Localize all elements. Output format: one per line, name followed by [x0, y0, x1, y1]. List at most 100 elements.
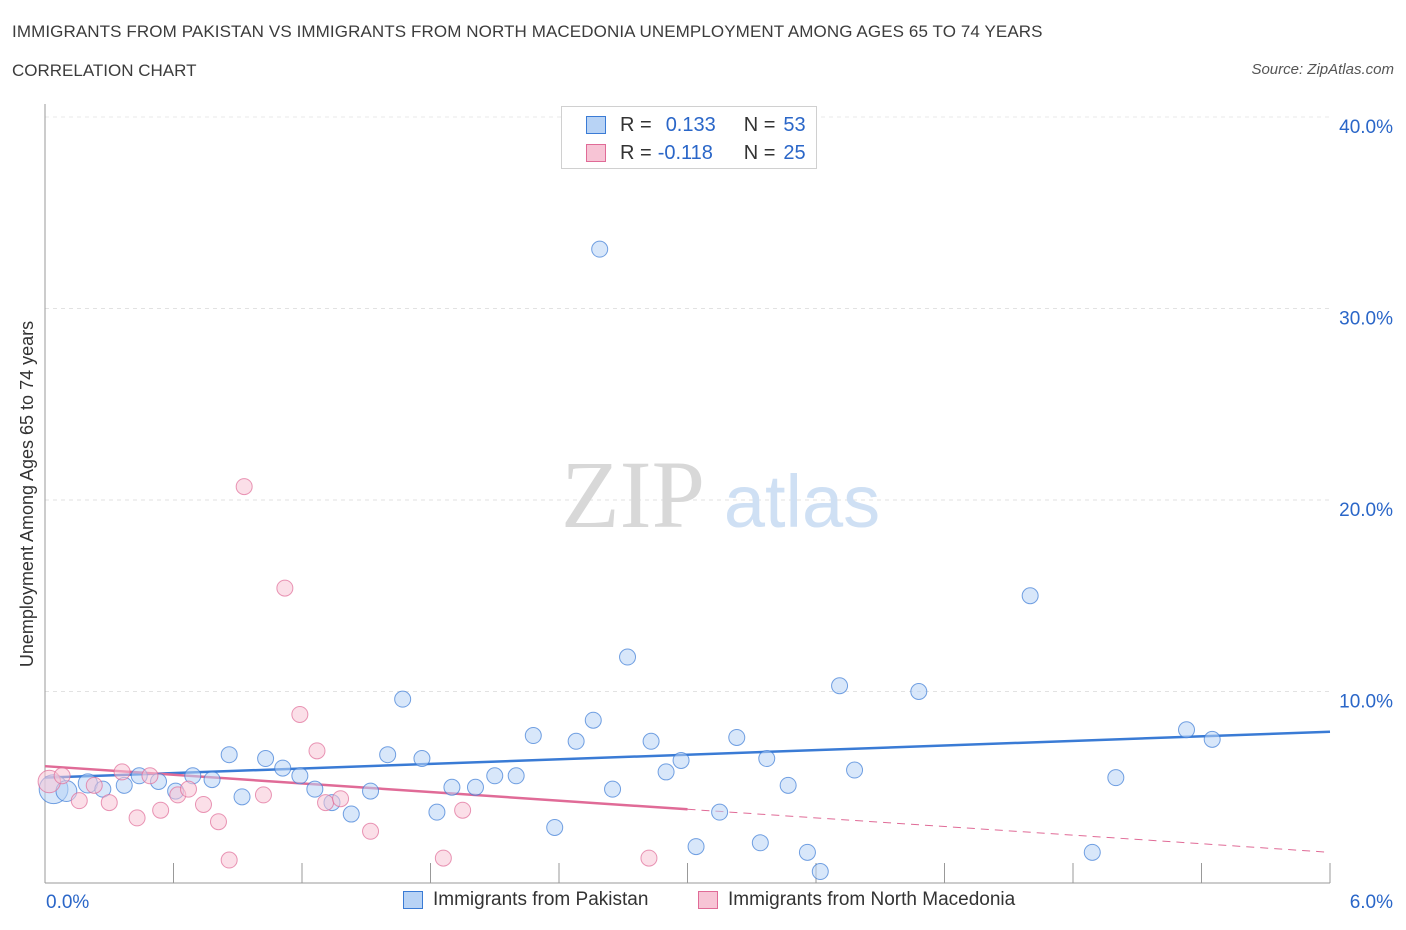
data-point	[584, 711, 602, 729]
tick-labels: 10.0% 20.0% 30.0% 40.0% 0.0% 6.0%	[46, 117, 1393, 913]
x-tick-label: 0.0%	[46, 892, 89, 913]
data-point	[317, 794, 335, 812]
data-point	[274, 759, 292, 777]
data-point	[362, 822, 380, 840]
r-label: R =	[620, 141, 652, 164]
data-point	[1021, 587, 1039, 605]
data-point	[342, 805, 360, 823]
data-point	[428, 803, 446, 821]
data-point	[394, 690, 412, 708]
legend-item-pakistan: Immigrants from Pakistan	[403, 889, 648, 911]
data-point	[454, 801, 472, 819]
data-point	[209, 813, 227, 831]
n-label: N =	[743, 141, 776, 164]
y-tick-label: 10.0%	[1339, 692, 1393, 713]
blue-swatch-icon	[586, 116, 606, 134]
data-point	[657, 763, 675, 781]
y-tick-label: 30.0%	[1339, 309, 1393, 330]
data-point	[220, 851, 238, 869]
y-tick-label: 20.0%	[1339, 500, 1393, 521]
data-point	[235, 478, 253, 496]
pink-swatch-icon	[586, 144, 606, 162]
data-point	[70, 792, 88, 810]
r-label: R =	[620, 113, 652, 136]
data-point	[152, 801, 170, 819]
data-point	[254, 786, 272, 804]
data-point	[306, 780, 324, 798]
data-point	[524, 727, 542, 745]
y-axis-label: Unemployment Among Ages 65 to 74 years	[17, 321, 37, 667]
axes	[44, 104, 1331, 884]
data-point	[687, 838, 705, 856]
data-point	[179, 780, 197, 798]
source-label: Source: ZipAtlas.com	[1251, 61, 1394, 78]
data-point	[1107, 769, 1125, 787]
data-point	[257, 750, 275, 768]
data-point	[642, 732, 660, 750]
data-point	[546, 818, 564, 836]
data-point	[751, 834, 769, 852]
data-point	[113, 763, 131, 781]
data-point	[443, 778, 461, 796]
data-point	[1178, 721, 1196, 739]
x-tick-label: 6.0%	[1350, 892, 1393, 913]
data-points	[37, 240, 1221, 881]
data-point	[53, 767, 71, 785]
watermark-atlas: atlas	[724, 460, 880, 543]
r-value: 0.133	[665, 113, 716, 136]
legend-item-north-macedonia: Immigrants from North Macedonia	[698, 889, 1015, 911]
data-point	[379, 746, 397, 764]
data-point	[640, 849, 658, 867]
data-point	[100, 794, 118, 812]
data-point	[779, 776, 797, 794]
data-point	[291, 705, 309, 723]
data-point	[1203, 730, 1221, 748]
data-point	[758, 750, 776, 768]
data-point	[831, 677, 849, 695]
pink-swatch-icon	[698, 891, 718, 909]
data-point	[486, 767, 504, 785]
n-value: 25	[783, 141, 806, 164]
data-point	[846, 761, 864, 779]
data-point	[220, 746, 238, 764]
n-value: 53	[783, 113, 806, 136]
data-point	[203, 771, 221, 789]
data-point	[291, 767, 309, 785]
data-point	[276, 579, 294, 597]
trend-line-dashed	[687, 808, 1331, 853]
legend-label-pakistan: Immigrants from Pakistan	[433, 889, 649, 910]
data-point	[233, 788, 251, 806]
data-point	[728, 728, 746, 746]
chart-subtitle: CORRELATION CHART	[12, 61, 197, 80]
r-value: -0.118	[657, 141, 713, 164]
stats-legend: R = 0.133 N = 53 R = -0.118 N = 25	[561, 106, 817, 169]
y-tick-label: 40.0%	[1339, 117, 1393, 138]
data-point	[798, 843, 816, 861]
data-point	[85, 776, 103, 794]
chart-title: IMMIGRANTS FROM PAKISTAN VS IMMIGRANTS F…	[12, 22, 1043, 41]
data-point	[591, 240, 609, 258]
data-point	[567, 732, 585, 750]
blue-swatch-icon	[403, 891, 423, 909]
data-point	[128, 809, 146, 827]
n-label: N =	[743, 113, 776, 136]
data-point	[466, 778, 484, 796]
data-point	[194, 795, 212, 813]
data-point	[604, 780, 622, 798]
data-point	[672, 751, 690, 769]
watermark: ZIP atlas	[561, 441, 880, 548]
data-point	[711, 803, 729, 821]
data-point	[362, 782, 380, 800]
trend-line	[44, 730, 1331, 779]
data-point	[332, 790, 350, 808]
data-point	[308, 742, 326, 760]
data-point	[507, 767, 525, 785]
data-point	[619, 648, 637, 666]
data-point	[1083, 843, 1101, 861]
stats-legend-row-pakistan: R = 0.133 N = 53	[586, 111, 806, 139]
stats-legend-row-north-macedonia: R = -0.118 N = 25	[586, 139, 806, 167]
data-point	[434, 849, 452, 867]
data-point	[910, 683, 928, 700]
grid-lines	[45, 116, 1330, 692]
